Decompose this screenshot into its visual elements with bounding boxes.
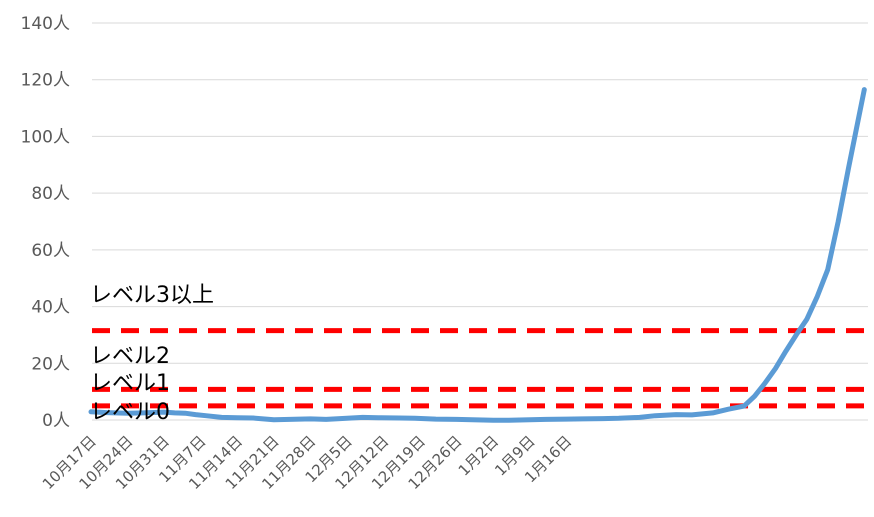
threshold-label: レベル3以上 — [90, 283, 214, 308]
threshold-label: レベル2 — [90, 344, 170, 369]
y-tick-label: 120人 — [21, 71, 70, 91]
x-axis-tick-labels: 10月17日10月24日10月31日11月7日11月14日11月21日11月28… — [39, 432, 575, 493]
threshold-label: レベル0 — [90, 400, 170, 425]
threshold-label: レベル1 — [90, 371, 170, 396]
threshold-lines — [92, 328, 868, 409]
y-tick-label: 40人 — [31, 298, 70, 318]
y-axis-tick-labels: 0人 20人 40人 60人 80人 100人 120人 140人 — [21, 14, 70, 431]
series-line — [88, 87, 867, 423]
y-tick-label: 0人 — [42, 411, 70, 431]
y-tick-label: 60人 — [31, 241, 70, 261]
gridlines — [92, 22, 868, 421]
y-tick-label: 20人 — [31, 354, 70, 374]
y-tick-label: 80人 — [31, 184, 70, 204]
x-tick-label: 1月2日 — [455, 432, 502, 479]
y-tick-label: 140人 — [21, 14, 70, 34]
y-tick-label: 100人 — [21, 127, 70, 147]
